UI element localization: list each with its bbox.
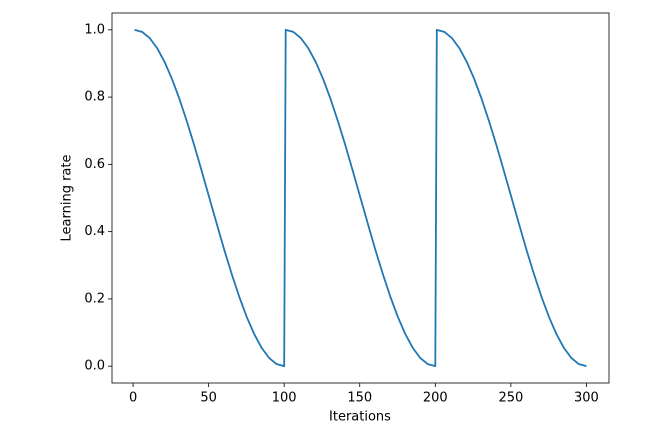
x-tick-label: 300 xyxy=(574,391,599,406)
x-tick-label: 0 xyxy=(129,391,137,406)
x-tick-label: 150 xyxy=(347,391,372,406)
x-tick-label: 50 xyxy=(200,391,217,406)
x-tick-label: 200 xyxy=(423,391,448,406)
y-tick-label: 0.2 xyxy=(84,291,105,306)
y-tick-label: 0.8 xyxy=(84,90,105,105)
x-tick-label: 100 xyxy=(272,391,297,406)
y-tick-label: 1.0 xyxy=(84,22,105,37)
x-tick-label: 250 xyxy=(498,391,523,406)
y-axis-label: Learning rate xyxy=(60,155,75,242)
line xyxy=(134,28,587,368)
y-tick-label: 0.0 xyxy=(84,359,105,374)
x-axis-label: Iterations xyxy=(329,410,391,425)
y-tick-label: 0.6 xyxy=(84,157,105,172)
y-tick-label: 0.4 xyxy=(84,224,105,239)
plot-frame xyxy=(111,12,610,384)
